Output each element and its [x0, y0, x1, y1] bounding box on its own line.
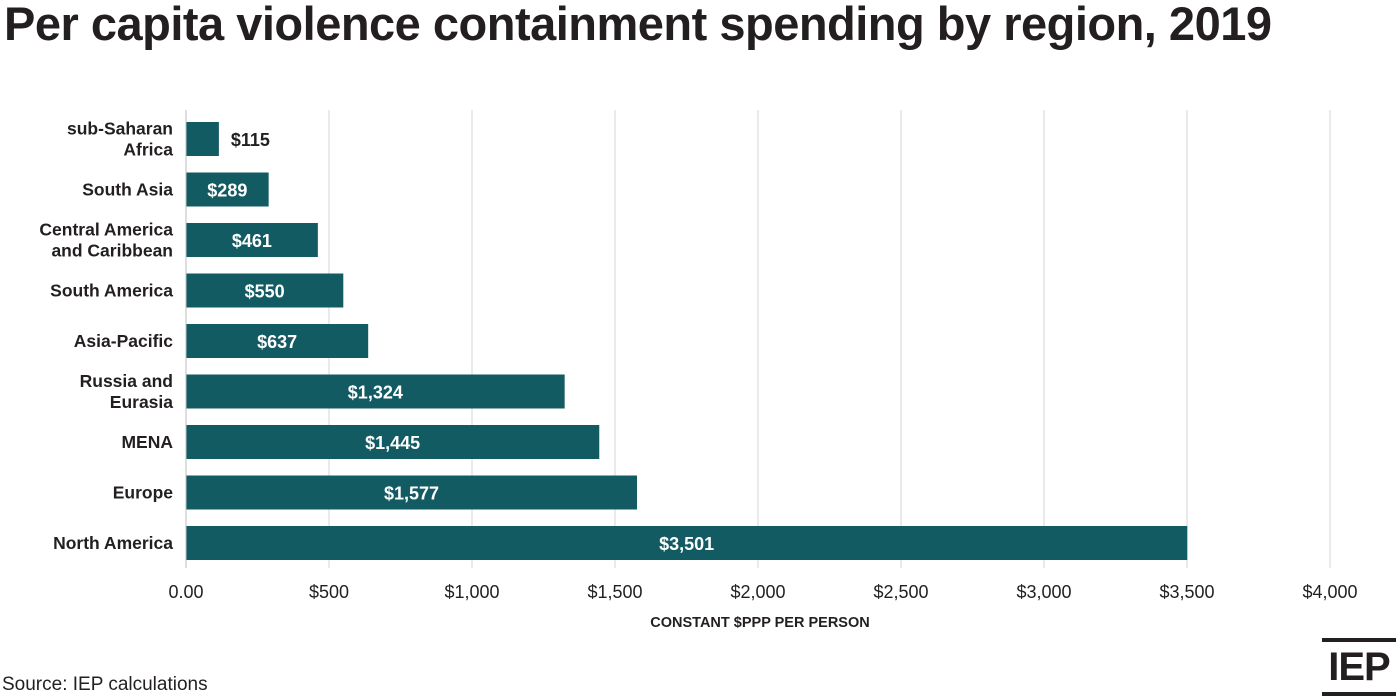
bar [186, 273, 344, 308]
chart-title: Per capita violence containment spending… [4, 0, 1272, 50]
x-tick-label: $1,000 [444, 582, 499, 602]
x-tick-label: $500 [309, 582, 349, 602]
category-label: South Asia [82, 180, 173, 200]
category-label: North America [53, 533, 173, 553]
data-label: $461 [232, 231, 272, 251]
category-label-line: sub-Saharan [67, 119, 173, 139]
bar [186, 172, 269, 207]
axes: 0.00 $500 $1,000 $1,500 $2,000 $2,500 $3,000 $3… [39, 110, 1358, 631]
x-tick-label: $1,500 [587, 582, 642, 602]
category-label-line: Europe [113, 483, 174, 503]
source-note: Source: IEP calculations [2, 674, 208, 695]
category-label-line: Eurasia [110, 392, 173, 412]
data-label: $3,501 [659, 534, 714, 554]
iep-logo: IEP [1322, 638, 1396, 696]
category-label-line: South Asia [82, 180, 173, 200]
x-tick-label: $2,000 [730, 582, 785, 602]
category-label: sub-Saharan Africa [67, 119, 173, 160]
x-tick-label: $3,000 [1016, 582, 1071, 602]
bar [186, 122, 219, 156]
category-label-line: Russia and [80, 371, 173, 391]
x-tick-label: $3,500 [1159, 582, 1214, 602]
category-label-line: MENA [121, 432, 173, 452]
bars: $115 $289 $461 $550 $637 $1,324 $1,445 $1,577 $3… [186, 122, 1188, 560]
bar [186, 223, 318, 257]
x-tick-label: $4,000 [1302, 582, 1357, 602]
data-label: $1,577 [384, 484, 439, 504]
bar [186, 425, 600, 459]
category-label: Europe [113, 483, 174, 503]
category-label-line: North America [53, 533, 173, 553]
x-axis-title: CONSTANT $PPP PER PERSON [650, 615, 869, 631]
bar [186, 374, 565, 409]
bar [186, 475, 638, 510]
category-label-line: and Caribbean [51, 241, 173, 261]
bar [186, 526, 1188, 560]
bar [186, 324, 369, 358]
x-tick-label: $2,500 [873, 582, 928, 602]
category-label: Asia-Pacific [74, 331, 173, 351]
x-tick-label: 0.00 [168, 582, 203, 602]
category-label-line: Central America [39, 220, 173, 240]
category-label-line: Africa [123, 140, 173, 160]
category-label-line: South America [50, 281, 173, 301]
data-label: $1,324 [348, 383, 403, 403]
data-label: $550 [245, 282, 285, 302]
data-label: $1,445 [365, 433, 420, 453]
category-label: Russia and Eurasia [80, 371, 174, 412]
category-label: Central America and Caribbean [39, 220, 173, 261]
category-label-line: Asia-Pacific [74, 331, 173, 351]
data-label: $289 [207, 181, 247, 201]
data-label: $637 [257, 332, 297, 352]
category-label: MENA [121, 432, 173, 452]
data-label: $115 [231, 130, 270, 150]
category-label: South America [50, 281, 173, 301]
